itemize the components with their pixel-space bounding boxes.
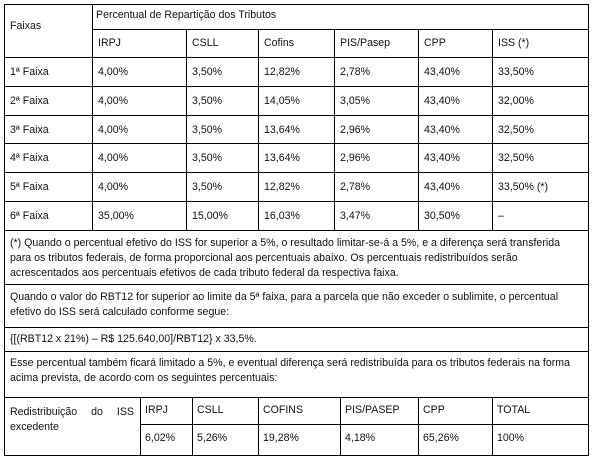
grid-line [140,424,589,425]
table-cell: 4,00% [98,66,129,78]
table-cell: 12,82% [264,181,300,193]
grid-line [92,29,589,30]
table-cell: – [498,210,504,222]
table-cell: 12,82% [264,66,300,78]
table-cell: 33,50% (*) [498,181,549,193]
redistribution-header: PIS/PASEP [345,404,400,416]
table-cell: 30,50% [424,210,460,222]
table-cell: 2,96% [340,152,371,164]
table-cell: 14,05% [264,95,300,107]
column-header: CPP [424,37,446,49]
row-label: 5ª Faixa [10,181,49,193]
column-header: CSLL [192,37,219,49]
table-cell: 3,47% [340,210,371,222]
redistribution-header: TOTAL [497,404,531,416]
table-cell: 2,78% [340,181,371,193]
redistribution-label: Redistribuição do ISS excedente [10,406,134,433]
grid-line [4,115,589,116]
table-cell: 3,50% [192,66,223,78]
note-redistribution: Esse percentual também ficará limitado a… [10,357,570,384]
grid-line [140,397,141,456]
grid-line [92,4,93,230]
grid-line [192,397,193,456]
grid-line [4,327,589,328]
grid-line [4,397,589,398]
table-cell: 43,40% [424,181,460,193]
table-cell: 43,40% [424,66,460,78]
table-cell: 2,96% [340,124,371,136]
grid-line [4,351,589,352]
table-cell: 15,00% [192,210,228,222]
grid-line [4,86,589,87]
table-cell: 4,00% [98,152,129,164]
redistribution-value: 65,26% [423,432,459,444]
row-label: 2ª Faixa [10,95,49,107]
table-cell: 32,00% [498,95,534,107]
table-cell: 4,00% [98,95,129,107]
grid-line [258,29,259,230]
row-label: 3ª Faixa [10,124,49,136]
table-cell: 32,50% [498,124,534,136]
formula: {[(RBT12 x 21%) – R$ 125.640,00]/RBT12} … [10,333,257,345]
grid-line [4,284,589,285]
table-cell: 4,00% [98,124,129,136]
redistribution-value: 6,02% [145,432,176,444]
column-header: ISS (*) [498,37,530,49]
grid-line [334,29,335,230]
header-percentual: Percentual de Repartição dos Tributos [96,9,277,21]
table-cell: 43,40% [424,95,460,107]
grid-line [492,397,493,456]
redistribution-header: CPP [423,404,445,416]
note-iss-limit: (*) Quando o percentual efetivo do ISS f… [10,237,560,279]
table-cell: 32,50% [498,152,534,164]
redistribution-value: 4,18% [345,432,376,444]
column-header: Cofins [264,37,295,49]
redistribution-value: 100% [497,432,525,444]
table-cell: 4,00% [98,181,129,193]
column-header: IRPJ [98,37,121,49]
grid-line [4,143,589,144]
table-cell: 3,05% [340,95,371,107]
table-cell: 3,50% [192,95,223,107]
note-rbt12: Quando o valor do RBT12 for superior ao … [10,291,559,318]
redistribution-header: IRPJ [145,404,168,416]
table-cell: 3,50% [192,181,223,193]
redistribution-header: CSLL [197,404,224,416]
grid-line [418,397,419,456]
row-label: 1ª Faixa [10,66,49,78]
table-cell: 35,00% [98,210,134,222]
grid-line [340,397,341,456]
table-cell: 2,78% [340,66,371,78]
header-faixas: Faixas [10,20,42,32]
redistribution-value: 5,26% [197,432,228,444]
row-label: 6ª Faixa [10,210,49,222]
redistribution-value: 19,28% [263,432,299,444]
table-cell: 33,50% [498,66,534,78]
table-cell: 43,40% [424,152,460,164]
grid-line [4,230,589,231]
grid-line [4,201,589,202]
table-cell: 13,64% [264,152,300,164]
grid-line [4,57,589,58]
table-cell: 3,50% [192,152,223,164]
table-cell: 43,40% [424,124,460,136]
redistribution-header: COFINS [263,404,304,416]
grid-line [186,29,187,230]
column-header: PIS/Pasep [340,37,391,49]
grid-line [4,172,589,173]
grid-line [492,29,493,230]
row-label: 4ª Faixa [10,152,49,164]
table-cell: 16,03% [264,210,300,222]
table-cell: 13,64% [264,124,300,136]
grid-line [258,397,259,456]
grid-line [418,29,419,230]
table-cell: 3,50% [192,124,223,136]
